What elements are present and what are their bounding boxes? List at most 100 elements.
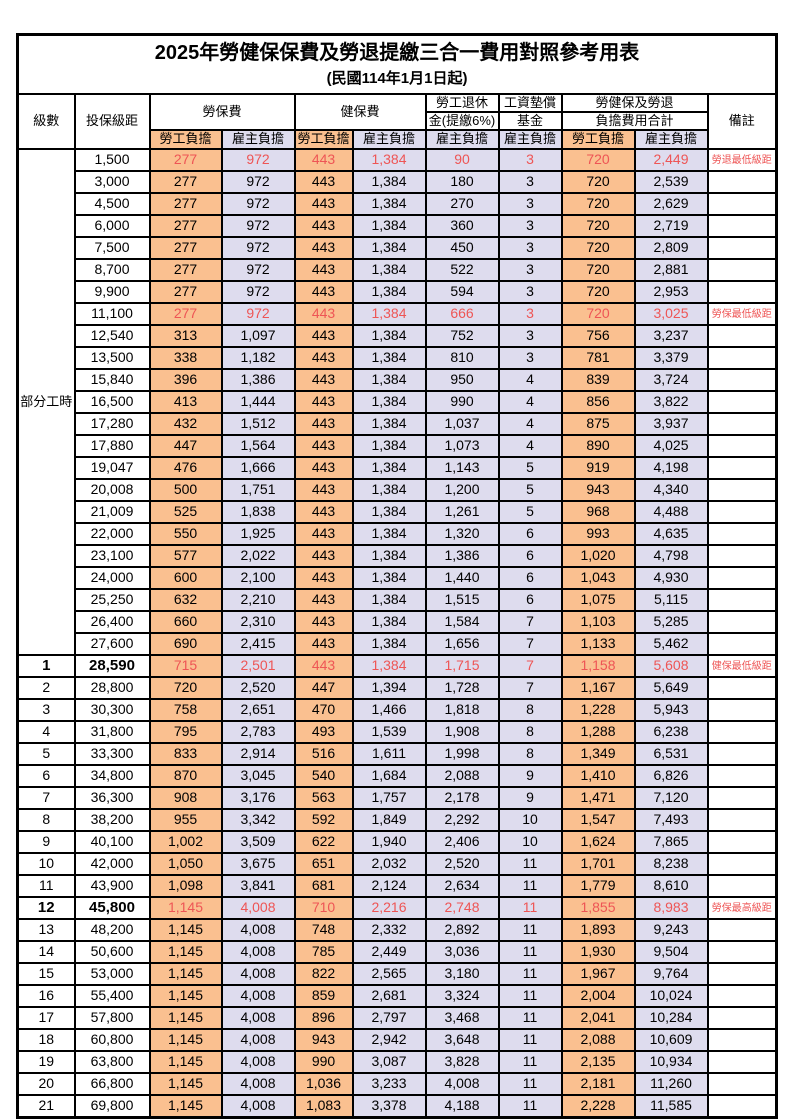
table-row: 9,900 277 972 443 1,384 594 3 720 2,953	[18, 280, 778, 304]
fund-employer-cell: 9	[497, 764, 563, 788]
fund-employer-cell: 8	[497, 720, 563, 744]
total-employee-cell: 1,288	[560, 720, 636, 744]
pension-employer-cell: 180	[424, 170, 500, 194]
remark-cell	[706, 808, 778, 832]
table-row: 25,250 632 2,210 443 1,384 1,515 6 1,075 5,115	[18, 588, 778, 612]
remark-cell: 勞退最低級距	[706, 148, 778, 172]
fund-employer-cell: 3	[497, 214, 563, 238]
labor-employer-cell: 2,651	[220, 698, 296, 722]
subheader-health-employer: 雇主負擔	[351, 129, 427, 150]
table-row: 21 69,800 1,145 4,008 1,083 3,378 4,188 11 2,228…	[16, 1094, 778, 1118]
pension-employer-cell: 450	[424, 236, 500, 260]
subheader-fund-employer: 雇主負擔	[497, 129, 563, 150]
bracket-cell: 42,000	[73, 852, 151, 876]
remark-cell	[706, 1050, 778, 1074]
bracket-cell: 55,400	[73, 984, 151, 1008]
table-row: 13,500 338 1,182 443 1,384 810 3 781 3,379	[18, 346, 778, 370]
remark-cell	[706, 676, 778, 700]
remark-cell	[706, 698, 778, 722]
fund-employer-cell: 3	[497, 324, 563, 348]
table-row: 6 34,800 870 3,045 540 1,684 2,088 9 1,410 6,826	[16, 764, 778, 788]
health-employee-cell: 443	[293, 236, 354, 260]
total-employer-cell: 10,609	[633, 1028, 709, 1052]
total-employee-cell: 2,181	[560, 1072, 636, 1096]
labor-employee-cell: 908	[148, 786, 223, 810]
bracket-cell: 17,280	[73, 412, 151, 436]
premium-table: 2025年勞健保保費及勞退提繳三合一費用對照參考用表 (民國114年1月1日起)…	[16, 33, 779, 1119]
labor-employer-cell: 972	[220, 170, 296, 194]
total-employee-cell: 968	[560, 500, 636, 524]
labor-employee-cell: 550	[148, 522, 223, 546]
remark-cell	[706, 830, 778, 854]
pension-employer-cell: 360	[424, 214, 500, 238]
pension-employer-cell: 1,320	[424, 522, 500, 546]
remark-cell	[706, 236, 778, 260]
bracket-cell: 45,800	[73, 896, 151, 920]
labor-employer-cell: 972	[220, 148, 296, 172]
bracket-cell: 7,500	[73, 236, 151, 260]
labor-employee-cell: 277	[148, 192, 223, 216]
level-cell: 10	[16, 852, 76, 876]
pension-employer-cell: 2,520	[424, 852, 500, 876]
labor-employer-cell: 4,008	[220, 962, 296, 986]
fund-employer-cell: 6	[497, 566, 563, 590]
labor-employer-cell: 1,838	[220, 500, 296, 524]
level-cell: 15	[16, 962, 76, 986]
labor-employer-cell: 1,925	[220, 522, 296, 546]
header-row-1: 級數 投保級距 勞保費 健保費 勞工退休 工資墊償 勞健保及勞退 備註	[16, 93, 778, 150]
labor-employer-cell: 2,100	[220, 566, 296, 590]
labor-employee-cell: 413	[148, 390, 223, 414]
total-employer-cell: 2,539	[633, 170, 709, 194]
bracket-cell: 8,700	[73, 258, 151, 282]
table-row: 9 40,100 1,002 3,509 622 1,940 2,406 10 1,624 7,8…	[16, 830, 778, 854]
labor-employer-cell: 2,415	[220, 632, 296, 656]
health-employer-cell: 1,384	[351, 192, 427, 216]
fund-employer-cell: 3	[497, 258, 563, 282]
table-row: 20,008 500 1,751 443 1,384 1,200 5 943 4,340	[18, 478, 778, 502]
pension-employer-cell: 3,648	[424, 1028, 500, 1052]
level-cell: 16	[16, 984, 76, 1008]
total-employer-cell: 2,449	[633, 148, 709, 172]
labor-employer-cell: 1,564	[220, 434, 296, 458]
total-employer-cell: 4,635	[633, 522, 709, 546]
total-employee-cell: 919	[560, 456, 636, 480]
remark-cell: 勞保最高級距	[706, 896, 778, 920]
table-body: 部分工時 1,500 277 972 443 1,384 90 3 720 2,449 勞退最低級距…	[16, 148, 778, 1118]
bracket-cell: 15,840	[73, 368, 151, 392]
pension-employer-cell: 1,998	[424, 742, 500, 766]
remark-cell	[706, 456, 778, 480]
fund-employer-cell: 11	[497, 874, 563, 898]
labor-employee-cell: 277	[148, 302, 223, 326]
total-employer-cell: 9,764	[633, 962, 709, 986]
remark-cell	[706, 918, 778, 942]
fund-employer-cell: 3	[497, 148, 563, 172]
total-employer-cell: 8,610	[633, 874, 709, 898]
bracket-cell: 43,900	[73, 874, 151, 898]
bracket-cell: 6,000	[73, 214, 151, 238]
remark-cell	[706, 764, 778, 788]
total-employer-cell: 3,724	[633, 368, 709, 392]
bracket-cell: 9,900	[73, 280, 151, 304]
subheader-total-employee: 勞工負擔	[560, 129, 636, 150]
labor-employee-cell: 870	[148, 764, 223, 788]
pension-employer-cell: 3,036	[424, 940, 500, 964]
col-header-level: 級數	[16, 93, 76, 150]
labor-employee-cell: 396	[148, 368, 223, 392]
subheader-health-employee: 勞工負擔	[293, 129, 354, 150]
health-employer-cell: 1,849	[351, 808, 427, 832]
subheader-total-employer: 雇主負擔	[633, 129, 709, 150]
total-employer-cell: 8,983	[633, 896, 709, 920]
health-employee-cell: 822	[293, 962, 354, 986]
total-employee-cell: 993	[560, 522, 636, 546]
health-employee-cell: 896	[293, 1006, 354, 1030]
total-employee-cell: 1,855	[560, 896, 636, 920]
total-employee-cell: 720	[560, 170, 636, 194]
table-row: 23,100 577 2,022 443 1,384 1,386 6 1,020 4,798	[18, 544, 778, 568]
labor-employer-cell: 4,008	[220, 1050, 296, 1074]
bracket-cell: 21,009	[73, 500, 151, 524]
labor-employer-cell: 2,210	[220, 588, 296, 612]
health-employee-cell: 563	[293, 786, 354, 810]
total-employee-cell: 1,410	[560, 764, 636, 788]
level-cell: 3	[16, 698, 76, 722]
pension-employer-cell: 752	[424, 324, 500, 348]
